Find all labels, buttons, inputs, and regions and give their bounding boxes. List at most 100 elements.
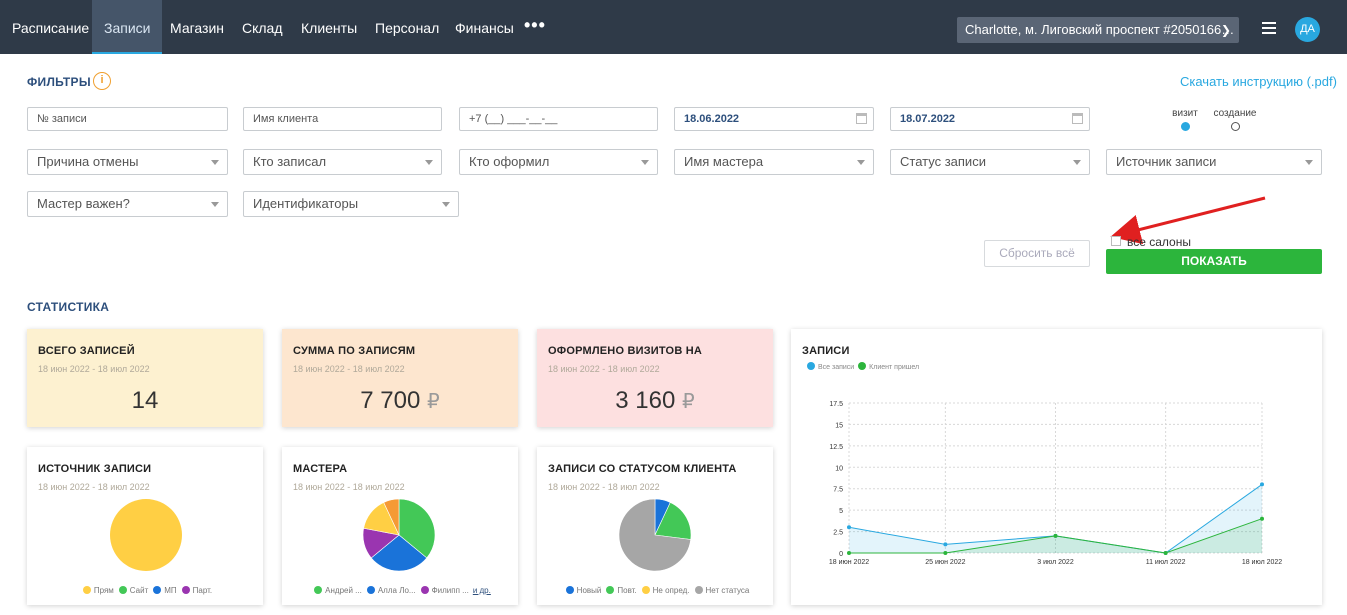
legend-dot bbox=[606, 586, 615, 594]
date-mode-created-label: создание bbox=[1213, 108, 1257, 119]
reset-all-button[interactable]: Сбросить всё bbox=[984, 240, 1090, 267]
nav-item-staff[interactable]: Персонал bbox=[375, 20, 440, 36]
info-icon[interactable]: i bbox=[93, 72, 111, 90]
caret-down-icon bbox=[1305, 160, 1313, 165]
master-important-select[interactable]: Мастер важен? bbox=[27, 191, 228, 217]
card-value: 14 bbox=[131, 387, 159, 414]
identifiers-select[interactable]: Идентификаторы bbox=[243, 191, 459, 217]
legend-dot bbox=[314, 586, 323, 594]
card-title: ВСЕГО ЗАПИСЕЙ bbox=[38, 345, 135, 357]
record-source-card: ИСТОЧНИК ЗАПИСИ 18 июн 2022 - 18 июл 202… bbox=[27, 447, 263, 605]
legend-more-link[interactable]: и др. bbox=[472, 586, 491, 595]
pie-slice bbox=[383, 498, 400, 536]
settings-sliders-icon[interactable] bbox=[1262, 22, 1276, 34]
more-menu-button[interactable]: ••• bbox=[524, 15, 546, 35]
data-point[interactable] bbox=[1053, 533, 1058, 538]
legend-label[interactable]: Клиент пришел bbox=[869, 364, 920, 371]
client-status-legend: Новый Повт. Не опред. Нет статуса bbox=[537, 586, 773, 595]
radio-created[interactable] bbox=[1230, 122, 1240, 131]
nav-item-records[interactable]: Записи bbox=[92, 0, 163, 54]
phone-input[interactable]: +7 (__) ___-__-__ bbox=[459, 107, 658, 131]
recorded-by-select[interactable]: Кто записал bbox=[243, 149, 442, 175]
master-important-select-value: Мастер важен? bbox=[37, 196, 130, 211]
client-status-pie-chart bbox=[618, 498, 692, 572]
nav-item-warehouse[interactable]: Склад bbox=[242, 20, 283, 36]
record-status-select[interactable]: Статус записи bbox=[890, 149, 1090, 175]
data-point[interactable] bbox=[847, 525, 851, 530]
nav-item-shop[interactable]: Магазин bbox=[170, 20, 225, 36]
card-period: 18 июн 2022 - 18 июл 2022 bbox=[38, 364, 150, 374]
ruble-icon: ₽ bbox=[427, 391, 440, 413]
client-name-input[interactable]: Имя клиента bbox=[243, 107, 442, 131]
show-button[interactable]: ПОКАЗАТЬ bbox=[1106, 249, 1322, 274]
data-point[interactable] bbox=[943, 551, 948, 555]
card-period: 18 июн 2022 - 18 июл 2022 bbox=[293, 364, 405, 374]
record-source-select[interactable]: Источник записи bbox=[1106, 149, 1322, 175]
nav-item-clients[interactable]: Клиенты bbox=[301, 20, 358, 36]
date-from-input[interactable]: 18.06.2022 bbox=[674, 107, 874, 131]
download-instruction-link[interactable]: Скачать инструкцию (.pdf) bbox=[1180, 74, 1337, 89]
y-tick-label: 12.5 bbox=[829, 444, 843, 451]
nav-item-schedule[interactable]: Расписание bbox=[12, 20, 90, 36]
issued-by-select[interactable]: Кто оформил bbox=[459, 149, 658, 175]
legend-dot bbox=[694, 586, 703, 594]
card-title: СУММА ПО ЗАПИСЯМ bbox=[293, 345, 416, 357]
legend-label: Алла Ло... bbox=[377, 586, 416, 595]
data-point[interactable] bbox=[943, 542, 948, 547]
series-area bbox=[849, 484, 1262, 553]
client-status-card: ЗАПИСИ СО СТАТУСОМ КЛИЕНТА 18 июн 2022 -… bbox=[537, 447, 773, 605]
pie-slice bbox=[654, 502, 692, 540]
date-from-value: 18.06.2022 bbox=[684, 113, 740, 125]
caret-down-icon bbox=[211, 202, 219, 207]
legend-label: Не опред. bbox=[652, 586, 690, 595]
data-point[interactable] bbox=[1163, 551, 1168, 555]
y-tick-label: 0 bbox=[839, 551, 843, 558]
recorded-by-select-value: Кто записал bbox=[253, 154, 327, 169]
pie-slice bbox=[370, 534, 428, 572]
card-title: ЗАПИСИ bbox=[802, 345, 850, 357]
x-tick-label: 11 июл 2022 bbox=[1146, 559, 1186, 566]
data-point[interactable] bbox=[847, 551, 851, 555]
master-name-select[interactable]: Имя мастера bbox=[674, 149, 874, 175]
caret-down-icon bbox=[641, 160, 649, 165]
card-amount: 3 160 bbox=[615, 387, 676, 414]
date-to-value: 18.07.2022 bbox=[900, 113, 956, 125]
date-mode-created[interactable]: создание bbox=[1210, 108, 1260, 131]
cancel-reason-select-value: Причина отмены bbox=[37, 154, 139, 169]
data-point[interactable] bbox=[1260, 516, 1264, 521]
legend-label: Новый bbox=[576, 586, 602, 595]
all-salons-checkbox[interactable] bbox=[1111, 236, 1121, 246]
user-avatar[interactable]: ДА bbox=[1295, 17, 1320, 42]
legend-label: Филипп ... bbox=[431, 586, 469, 595]
radio-visit[interactable] bbox=[1180, 122, 1190, 131]
nav-item-finance[interactable]: Финансы bbox=[455, 20, 514, 36]
data-point[interactable] bbox=[1260, 482, 1264, 487]
record-source-legend: Прям Сайт МП Парт. bbox=[27, 586, 263, 595]
records-chart-legend: Все записи Клиент пришел bbox=[805, 362, 919, 371]
date-mode-visit[interactable]: визит bbox=[1168, 108, 1202, 131]
caret-down-icon bbox=[857, 160, 865, 165]
statistics-title: СТАТИСТИКА bbox=[27, 300, 110, 314]
records-chart-card: ЗАПИСИ Все записи Клиент пришел 17.5 15 12… bbox=[791, 329, 1322, 605]
x-tick-label: 18 июл 2022 bbox=[1242, 559, 1282, 566]
record-number-input[interactable]: № записи bbox=[27, 107, 228, 131]
legend-label[interactable]: Все записи bbox=[818, 364, 857, 371]
x-tick-label: 18 июн 2022 bbox=[829, 559, 869, 566]
card-title: ОФОРМЛЕНО ВИЗИТОВ НА bbox=[548, 345, 703, 357]
records-sum-card: СУММА ПО ЗАПИСЯМ 18 июн 2022 - 18 июл 20… bbox=[282, 329, 518, 427]
x-tick-label: 25 июн 2022 bbox=[925, 559, 965, 566]
y-tick-label: 7.5 bbox=[833, 487, 843, 494]
cancel-reason-select[interactable]: Причина отмены bbox=[27, 149, 228, 175]
slider-line bbox=[1262, 27, 1276, 29]
visits-issued-card: ОФОРМЛЕНО ВИЗИТОВ НА 18 июн 2022 - 18 ию… bbox=[537, 329, 773, 427]
ruble-icon: ₽ bbox=[682, 391, 695, 413]
legend-dot bbox=[858, 362, 867, 370]
salon-select-value: Charlotte, м. Лиговский проспект #205016… bbox=[965, 22, 1235, 37]
card-value: 7 700 ₽ bbox=[282, 387, 518, 415]
salon-select[interactable]: Charlotte, м. Лиговский проспект #205016… bbox=[957, 17, 1239, 43]
legend-label: Сайт bbox=[129, 586, 149, 595]
all-salons-label[interactable]: все салоны bbox=[1127, 235, 1191, 249]
x-tick-label: 3 июл 2022 bbox=[1037, 559, 1074, 566]
date-to-input[interactable]: 18.07.2022 bbox=[890, 107, 1090, 131]
caret-down-icon bbox=[211, 160, 219, 165]
